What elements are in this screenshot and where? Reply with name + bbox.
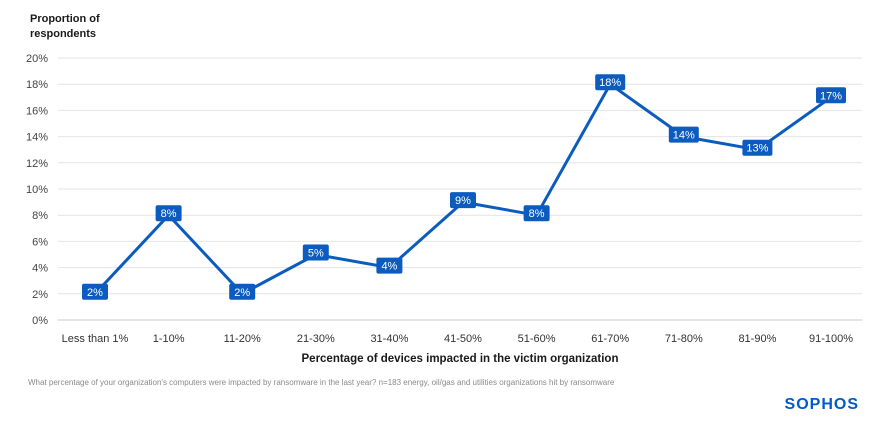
data-point-label: 2% [87,287,103,299]
data-point-label: 5% [308,248,324,260]
data-point-label-box [742,139,773,156]
y-tick-label: 14% [26,132,48,144]
y-tick-label: 4% [32,263,48,275]
data-point-label: 13% [746,143,768,155]
data-point-label: 17% [820,90,842,102]
data-point-label: 9% [455,195,471,207]
y-tick-label: 16% [26,105,48,117]
y-tick-label: 0% [32,315,48,327]
data-point-label-box [302,244,329,261]
x-tick-label: 51-60% [518,333,556,345]
data-point-label: 14% [673,130,695,142]
data-point-label-box [816,87,846,104]
data-point-label-box [450,192,476,209]
data-point-label-box [155,205,182,222]
x-tick-label: 81-90% [738,333,776,345]
x-tick-label: 21-30% [297,333,335,345]
x-tick-label: 11-20% [224,333,261,345]
data-point-label-box [82,283,108,300]
x-tick-label: 1-10% [153,333,185,345]
x-tick-label: 41-50% [444,333,482,345]
y-tick-label: 18% [26,79,48,91]
data-point-label: 8% [529,208,545,220]
y-tick-label: 10% [26,184,48,196]
data-point-label-box [376,257,403,274]
data-point-label: 2% [234,287,250,299]
y-tick-label: 8% [32,210,48,222]
y-tick-label: 6% [32,236,48,248]
sophos-logo: SOPHOS [784,396,859,413]
data-point-label: 18% [599,77,621,89]
line-chart: 0% 2% 4% 6% 8% 10% 12% 14% 16% 18% 20% Less than 1%… [26,53,862,345]
x-tick-label: Less than 1% [62,333,129,345]
y-axis-title: Proportion of respondents [30,13,100,40]
x-axis-title: Percentage of devices impacted in the vi… [301,353,619,365]
y-tick-label: 12% [26,158,48,170]
y-tick-label: 2% [32,289,48,301]
footnote: What percentage of your organization's c… [28,378,615,387]
data-point-label-box [229,283,256,300]
data-point-label-box [595,74,626,91]
data-point-label-box [668,126,699,143]
x-tick-label: 31-40% [370,333,408,345]
x-tick-label: 61-70% [591,333,629,345]
data-point-label: 4% [381,261,397,273]
data-point-label: 8% [161,208,177,220]
x-tick-label: 91-100% [809,333,853,345]
data-point-label-box [523,205,550,222]
x-tick-label: 71-80% [665,333,703,345]
y-tick-label: 20% [26,53,48,65]
